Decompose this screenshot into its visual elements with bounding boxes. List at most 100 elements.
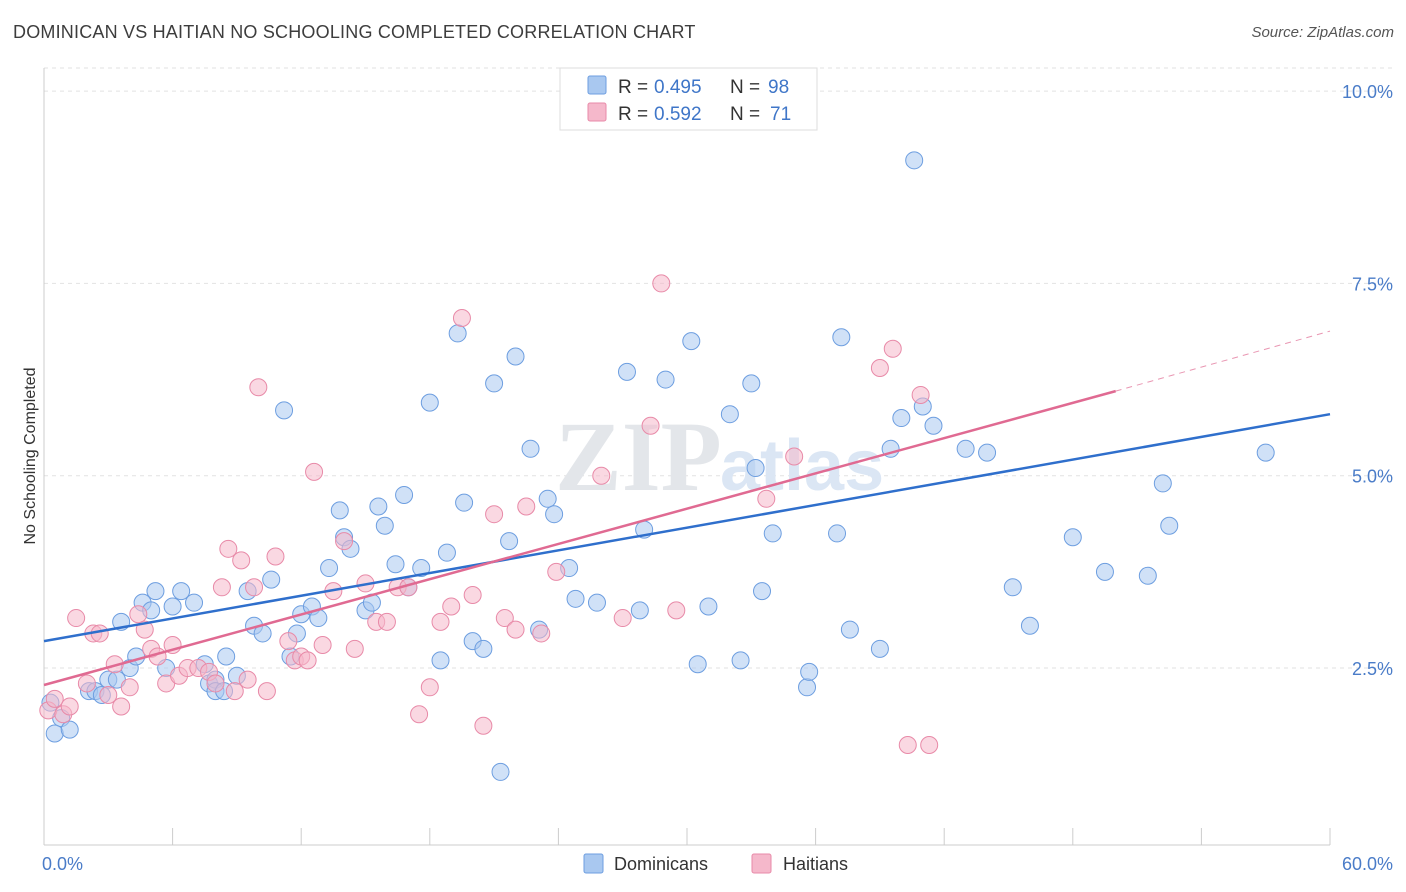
dominican-point xyxy=(742,374,761,393)
trend-lines xyxy=(43,330,1331,687)
legend-n-value-dominicans: 98 xyxy=(768,77,789,98)
bottom-legend-label-dominicans: Dominicans xyxy=(614,854,708,874)
dominican-point xyxy=(763,524,782,543)
haitian-point xyxy=(298,651,317,670)
haitian-point xyxy=(785,447,804,466)
dominican-point xyxy=(699,597,718,616)
dominican-point xyxy=(656,370,675,389)
dominican-point xyxy=(924,416,943,435)
dominican-point xyxy=(1003,578,1022,597)
dominican-point xyxy=(455,493,474,512)
haitian-point xyxy=(245,578,264,597)
dominican-point xyxy=(828,524,847,543)
dominican-point xyxy=(1095,562,1114,581)
y-tick-label: 5.0% xyxy=(1352,467,1393,487)
x-axis-ticks xyxy=(43,828,1331,845)
haitian-point xyxy=(238,670,257,689)
dominican-trend-line xyxy=(43,412,1331,643)
legend-r-label-dominicans: R = xyxy=(618,77,648,98)
dominican-point xyxy=(330,501,349,520)
dominican-point xyxy=(448,324,467,343)
haitian-point xyxy=(532,624,551,643)
x-tick-label-min: 0.0% xyxy=(42,854,83,874)
haitian-point xyxy=(345,639,364,658)
haitian-point xyxy=(517,497,536,516)
dominican-point xyxy=(905,151,924,170)
dominican-point xyxy=(746,459,765,478)
haitian-point xyxy=(667,601,686,620)
haitian-point xyxy=(920,735,939,754)
haitian-point xyxy=(212,578,231,597)
haitian-point xyxy=(77,674,96,693)
dominican-point xyxy=(369,497,388,516)
haitian-point xyxy=(129,605,148,624)
bottom-legend-swatch-haitians xyxy=(751,853,772,874)
dominican-point xyxy=(412,559,431,578)
legend-n-value-haitians: 71 xyxy=(770,104,791,125)
haitian-point xyxy=(757,489,776,508)
haitian-point xyxy=(219,539,238,558)
y-axis-tick-labels: 2.5% 5.0% 7.5% 10.0% xyxy=(1342,82,1393,679)
haitian-point xyxy=(495,609,514,628)
dominican-point xyxy=(720,405,739,424)
haitian-point xyxy=(67,609,86,628)
chart-source: Source: ZipAtlas.com xyxy=(1251,24,1394,41)
dominican-point xyxy=(506,347,525,366)
dominican-point xyxy=(832,328,851,347)
dominican-point xyxy=(978,443,997,462)
dominican-point xyxy=(731,651,750,670)
legend-r-label-haitians: R = xyxy=(618,104,648,125)
chart-title: DOMINICAN VS HAITIAN NO SCHOOLING COMPLE… xyxy=(13,22,696,42)
dominican-point xyxy=(800,662,819,681)
dominican-point xyxy=(375,516,394,535)
haitian-point xyxy=(120,678,139,697)
watermark-zip: ZIP xyxy=(555,401,722,512)
haitian-point xyxy=(112,697,131,716)
dominican-point xyxy=(60,720,79,739)
dominican-point xyxy=(892,409,911,428)
haitian-point xyxy=(463,585,482,604)
haitian-point xyxy=(335,532,354,551)
dominican-point xyxy=(1020,616,1039,635)
bottom-legend: Dominicans Haitians xyxy=(583,853,848,874)
haitian-point xyxy=(898,735,917,754)
haitian-point xyxy=(60,697,79,716)
haitian-point xyxy=(279,632,298,651)
legend-r-value-haitians: 0.592 xyxy=(654,104,702,125)
haitian-point xyxy=(506,620,525,639)
haitian-point xyxy=(641,416,660,435)
dominican-point xyxy=(485,374,504,393)
dominican-point xyxy=(566,589,585,608)
dominican-point xyxy=(617,362,636,381)
haitian-point xyxy=(452,309,471,328)
dominican-point xyxy=(545,505,564,524)
dominican-point xyxy=(587,593,606,612)
dominican-point xyxy=(185,593,204,612)
dominican-point xyxy=(275,401,294,420)
haitian-point xyxy=(870,359,889,378)
dominican-point xyxy=(753,582,772,601)
grid-lines xyxy=(44,67,1392,669)
dominican-point xyxy=(146,582,165,601)
y-axis-title: No Schooling Completed xyxy=(22,368,39,545)
dominican-point xyxy=(956,439,975,458)
haitian-point xyxy=(225,682,244,701)
dominican-point xyxy=(420,393,439,412)
haitian-point xyxy=(305,462,324,481)
dominican-point xyxy=(320,559,339,578)
bottom-legend-swatch-dominicans xyxy=(583,853,604,874)
legend-swatch-dominicans xyxy=(587,75,607,95)
dominican-point xyxy=(1153,474,1172,493)
dominican-point xyxy=(431,651,450,670)
haitian-point xyxy=(613,609,632,628)
dominican-point xyxy=(437,543,456,562)
haitian-point xyxy=(232,551,251,570)
series-dominicans xyxy=(41,151,1275,781)
dominican-point xyxy=(45,724,64,743)
legend-box: R = 0.495 N = 98 R = 0.592 N = 71 xyxy=(559,67,818,131)
dominican-point xyxy=(870,639,889,658)
dominican-point xyxy=(172,582,191,601)
x-tick-label-max: 60.0% xyxy=(1342,854,1393,874)
dominican-point xyxy=(217,647,236,666)
